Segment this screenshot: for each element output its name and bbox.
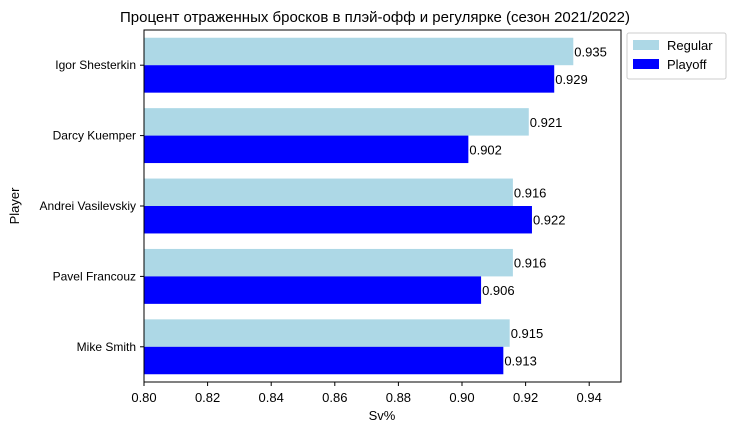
- legend-label: Regular: [667, 38, 713, 53]
- legend: Regular Playoff: [626, 32, 727, 80]
- bar-value-label: 0.916: [514, 256, 547, 271]
- bar-value-label: 0.929: [555, 72, 588, 87]
- x-tick-label: 0.88: [386, 390, 411, 405]
- y-tick-label: Andrei Vasilevskiy: [40, 199, 136, 213]
- y-tick-label: Pavel Francouz: [53, 269, 136, 283]
- y-axis-label: Player: [7, 187, 22, 225]
- bar-playoff: [144, 346, 504, 375]
- chart-title: Процент отраженных бросков в плэй-офф и …: [120, 9, 630, 26]
- bar-value-label: 0.922: [533, 213, 566, 228]
- plot-area: Igor Shesterkin 0.935 0.929 Darcy Kuemper 0.…: [40, 37, 607, 405]
- bar-playoff: [144, 135, 469, 164]
- bar-value-label: 0.913: [504, 354, 537, 369]
- bar-regular: [144, 178, 513, 206]
- bar-value-label: 0.902: [469, 142, 502, 157]
- bar-playoff: [144, 276, 482, 304]
- bar-value-label: 0.906: [482, 283, 515, 298]
- y-tick-label: Mike Smith: [77, 340, 136, 354]
- x-tick-label: 0.82: [195, 390, 220, 405]
- x-axis-label: Sv%: [369, 408, 396, 423]
- x-tick-label: 0.92: [513, 390, 538, 405]
- x-tick-label: 0.90: [449, 390, 474, 405]
- y-tick-label: Igor Shesterkin: [55, 58, 136, 72]
- legend-label: Playoff: [667, 57, 707, 72]
- bar-regular: [144, 319, 510, 347]
- x-tick-label: 0.94: [577, 390, 602, 405]
- x-tick-label: 0.80: [131, 390, 156, 405]
- bar-value-label: 0.916: [514, 185, 547, 200]
- bar-regular: [144, 37, 574, 66]
- y-tick-label: Darcy Kuemper: [53, 129, 136, 143]
- plot-frame: [143, 29, 622, 383]
- bar-regular: [144, 248, 513, 277]
- x-tick-label: 0.84: [259, 390, 284, 405]
- legend-swatch-playoff: [633, 59, 659, 69]
- bar-playoff: [144, 206, 532, 234]
- legend-swatch-regular: [633, 40, 659, 50]
- bar-value-label: 0.935: [574, 44, 607, 59]
- x-tick-label: 0.86: [322, 390, 347, 405]
- bar-regular: [144, 108, 529, 136]
- bar-value-label: 0.915: [511, 326, 544, 341]
- bar-playoff: [144, 65, 555, 93]
- bar-value-label: 0.921: [530, 115, 563, 130]
